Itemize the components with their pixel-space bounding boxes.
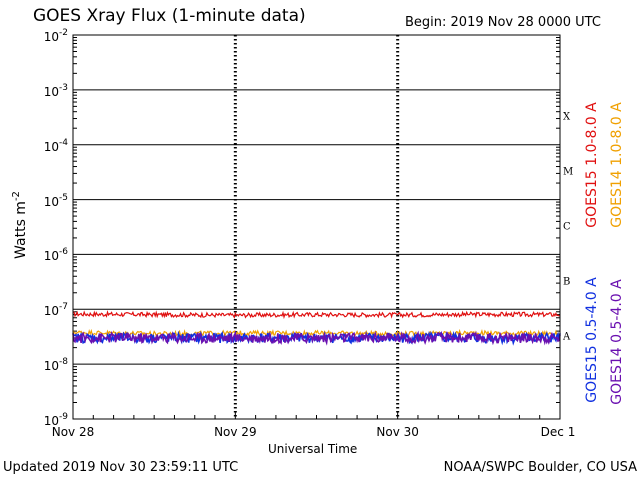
y-tick-base: 10	[43, 304, 60, 319]
y-tick-base: 10	[43, 359, 60, 374]
y-tick-label: 10-2	[0, 28, 68, 44]
series-line-4	[72, 330, 561, 346]
y-tick-exponent: -5	[59, 192, 68, 203]
y-tick-label: 10-6	[0, 247, 68, 263]
y-tick-label: 10-5	[0, 193, 68, 209]
y-tick-base: 10	[43, 414, 60, 428]
x-axis-label: Universal Time	[268, 442, 358, 456]
legend-entry: GOES15 0.5-4.0 A	[584, 277, 600, 403]
y-tick-base: 10	[43, 139, 60, 154]
y-tick-label: 10-7	[0, 302, 68, 318]
legend-entry: GOES14 1.0-8.0 A	[609, 102, 625, 228]
series-line-2	[72, 328, 561, 338]
y-tick-exponent: -7	[59, 302, 68, 313]
y-tick-exponent: -9	[59, 412, 68, 422]
updated-timestamp: Updated 2019 Nov 30 23:59:11 UTC	[3, 460, 239, 475]
y-tick-base: 10	[43, 194, 60, 209]
flare-class-label: A	[563, 331, 571, 343]
y-tick-exponent: -6	[59, 247, 68, 258]
flare-class-label: C	[563, 221, 571, 233]
flare-class-label: M	[563, 166, 574, 178]
y-tick-label: 10-3	[0, 83, 68, 99]
y-tick-label: 10-4	[0, 138, 68, 154]
flare-class-label: X	[563, 111, 571, 123]
series-line-1	[72, 309, 561, 320]
legend-entry: GOES15 1.0-8.0 A	[584, 102, 600, 228]
credit-text: NOAA/SWPC Boulder, CO USA	[443, 460, 637, 475]
x-tick-label: Dec 1	[540, 425, 576, 439]
x-tick-label: Nov 28	[51, 425, 95, 439]
legend-entry: GOES14 0.5-4.0 A	[609, 279, 625, 405]
y-tick-base: 10	[43, 249, 60, 264]
flare-class-label: B	[563, 276, 571, 288]
chart-title: GOES Xray Flux (1-minute data)	[33, 6, 306, 26]
y-tick-exponent: -2	[59, 28, 68, 38]
y-tick-label: 10-8	[0, 357, 68, 373]
plot-frame	[72, 34, 561, 420]
y-tick-exponent: -4	[59, 137, 68, 148]
chart-series	[72, 309, 561, 346]
x-tick-label: Nov 29	[214, 425, 257, 439]
x-tick-label: Nov 30	[376, 425, 419, 439]
y-tick-base: 10	[43, 30, 60, 44]
y-tick-label: 10-9	[0, 412, 68, 428]
chart-grid	[72, 35, 561, 419]
y-tick-exponent: -3	[59, 82, 68, 93]
begin-time: Begin: 2019 Nov 28 0000 UTC	[405, 15, 601, 30]
y-tick-base: 10	[43, 84, 60, 99]
y-tick-exponent: -8	[59, 357, 68, 368]
